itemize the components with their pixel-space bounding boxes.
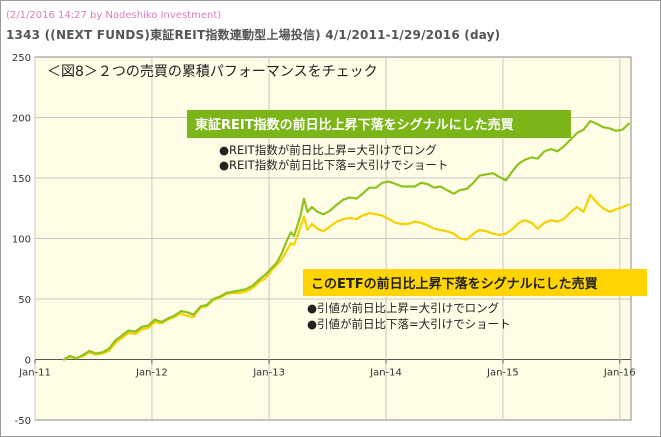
reit-signal-series-line (62, 119, 630, 361)
x-tick-label: Jan-16 (603, 368, 636, 379)
y-tick-label: 200 (12, 114, 31, 125)
annotation-reit-item-long: ●REIT指数が前日比上昇=大引けでロング (219, 143, 437, 157)
annotation-reit-banner (187, 110, 571, 138)
annotation-reit-title: 東証REIT指数の前日比上昇下落をシグナルにした売買 (195, 117, 514, 133)
x-tick-label: Jan-12 (135, 368, 168, 379)
y-tick-label: 250 (12, 53, 31, 64)
panel-title: ＜図8＞２つの売買の累積パフォーマンスをチェック (47, 64, 378, 80)
timestamp-credit: (2/1/2016 14:27 by Nadeshiko Investment) (6, 10, 222, 21)
y-axis-ticks: -50 0 50 100 150 200 250 (12, 53, 31, 427)
x-tick-label: Jan-15 (486, 368, 519, 379)
x-axis-ticks: Jan-11 Jan-12 Jan-13 Jan-14 Jan-15 Jan-16 (18, 368, 636, 379)
y-tick-label: -50 (15, 416, 31, 427)
y-tick-label: 150 (12, 174, 31, 185)
annotation-etf-banner (303, 269, 647, 296)
y-tick-label: 100 (12, 235, 31, 246)
y-tick-label: 50 (18, 295, 31, 306)
annotation-reit-item-short: ●REIT指数が前日比下落=大引けでショート (219, 158, 448, 172)
annotation-reit: 東証REIT指数の前日比上昇下落をシグナルにした売買 ●REIT指数が前日比上昇… (187, 110, 571, 172)
annotation-etf-item-long: ●引値が前日比上昇=大引けでロング (307, 301, 500, 315)
y-tick-label: 0 (25, 356, 31, 367)
annotation-etf: このETFの前日比上昇下落をシグナルにした売買 ●引値が前日比上昇=大引けでロン… (303, 269, 647, 331)
chart-title: 1343 ((NEXT FUNDS)東証REIT指数連動型上場投信) 4/1/2… (6, 28, 501, 42)
annotation-etf-item-short: ●引値が前日比下落=大引けでショート (307, 317, 511, 331)
x-tick-label: Jan-13 (252, 368, 285, 379)
series-lines (62, 119, 630, 361)
x-tick-label: Jan-14 (369, 368, 402, 379)
annotation-etf-title: このETFの前日比上昇下落をシグナルにした売買 (311, 276, 598, 292)
x-tick-label: Jan-11 (18, 368, 51, 379)
